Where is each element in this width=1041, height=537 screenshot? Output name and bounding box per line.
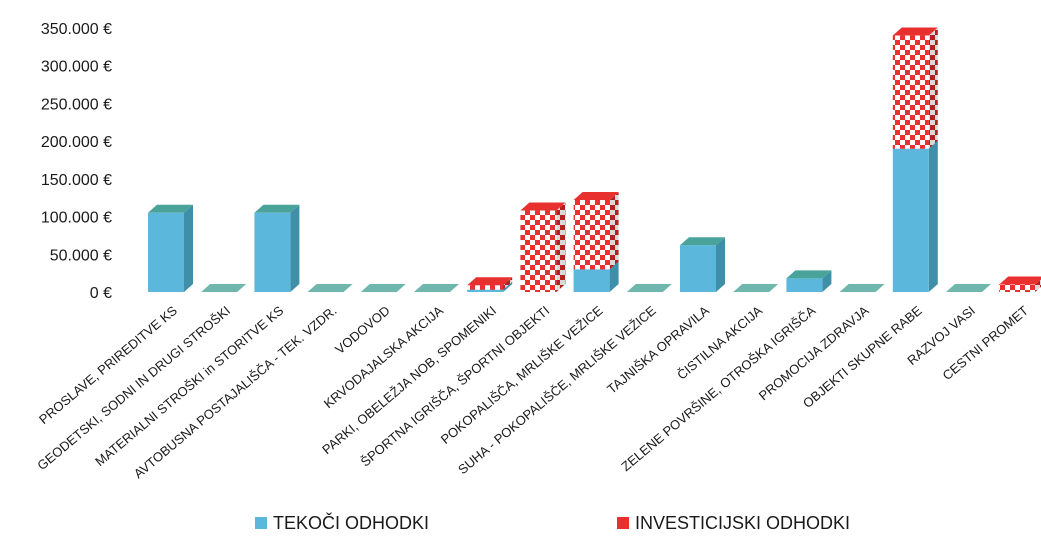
- bar-segment-investicijski: [467, 277, 513, 290]
- x-category-label: TAJNIŠKA OPRAVILA: [604, 303, 712, 397]
- bar-segment-investicijski: [999, 276, 1041, 292]
- legend-item-investicijski: INVESTICIJSKI ODHODKI: [617, 510, 850, 536]
- x-category-label: ZELENE POVRŠINE, OTROŠKA IGRIŠČA: [618, 303, 818, 474]
- x-category-label: AVTOBUSNA POSTAJALIŠČA - TEK. VZDR.: [131, 303, 340, 482]
- bar-segment-tekoci: [254, 204, 300, 292]
- bar-segment-tekoci: [148, 204, 193, 292]
- legend-label-investicijski: INVESTICIJSKI ODHODKI: [635, 512, 851, 533]
- y-tick-label: 0 €: [90, 285, 112, 302]
- legend-label-tekoci: TEKOČI ODHODKI: [273, 512, 430, 533]
- bar-segment-investicijski: [892, 27, 938, 149]
- y-tick-label: 250.000 €: [41, 96, 112, 113]
- y-tick-label: 100.000 €: [41, 210, 112, 227]
- y-tick-label: 300.000 €: [41, 59, 112, 76]
- legend-swatch-investicijski: [617, 517, 629, 529]
- bar-empty: [360, 284, 406, 292]
- bar-segment-tekoci: [786, 270, 832, 292]
- bar-empty: [946, 284, 991, 292]
- x-category-label: MATERIALNI STROŠKI in STORITVE KS: [92, 303, 286, 469]
- y-tick-label: 350.000 €: [41, 21, 112, 38]
- bar-empty: [626, 284, 672, 292]
- x-category-label: GEODETSKI, SODNI IN DRUGI STROŠKI: [34, 303, 233, 473]
- bar-segment-tekoci: [680, 237, 725, 292]
- bar-empty: [201, 284, 247, 292]
- x-category-label: SUHA - POKOPALIŠČE, MRLIŠKE VEŽICE: [455, 303, 659, 478]
- legend-swatch-tekoci: [255, 517, 267, 529]
- bars: [148, 27, 1041, 292]
- y-axis-ticks: 0 € 50.000 € 100.000 € 150.000 € 200.000 € 25…: [41, 21, 112, 302]
- y-tick-label: 200.000 €: [41, 134, 112, 151]
- bar-empty: [733, 284, 779, 292]
- y-tick-label: 50.000 €: [50, 247, 112, 264]
- bar-empty: [307, 284, 353, 292]
- bar-empty: [839, 284, 885, 292]
- bar-segment-tekoci: [892, 140, 938, 292]
- x-category-label: ŠPORTNA IGRIŠČA, ŠPORTNI OBJEKTI: [358, 303, 553, 470]
- legend-item-tekoci: TEKOČI ODHODKI: [255, 510, 429, 536]
- y-tick-label: 150.000 €: [41, 172, 112, 189]
- bar-segment-investicijski: [573, 191, 619, 270]
- bar-empty: [414, 284, 459, 292]
- bar-segment-investicijski: [520, 202, 566, 292]
